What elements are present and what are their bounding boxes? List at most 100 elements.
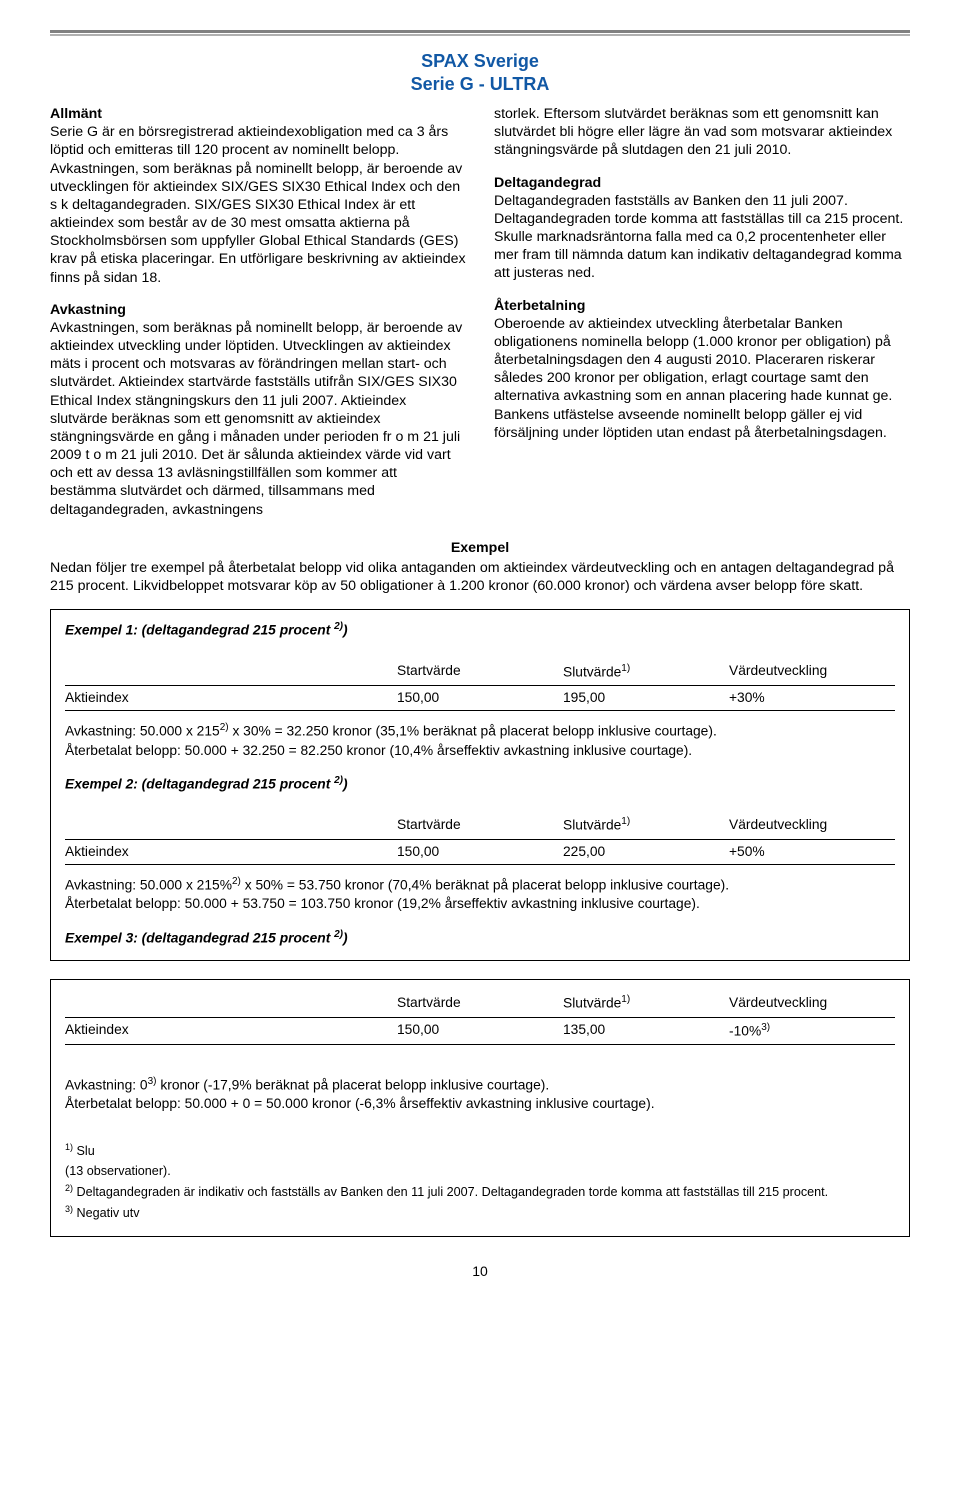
table-row: Aktieindex 150,00 195,00 +30% <box>65 685 895 711</box>
heading-aterbetalning: Återbetalning <box>494 298 585 314</box>
ex1-calc1sup: 2) <box>220 722 229 733</box>
section-avkastning: Avkastning Avkastningen, som beräknas på… <box>50 301 466 519</box>
example-2-title: Exempel 2: (deltagandegrad 215 procent 2… <box>65 774 895 794</box>
th-slut: Slutvärde1) <box>563 990 729 1017</box>
left-column: Allmänt Serie G är en börsregistrerad ak… <box>50 105 466 533</box>
heading-avkastning: Avkastning <box>50 302 126 318</box>
table-header-row: Startvärde Slutvärde1) Värdeutveckling <box>65 990 895 1017</box>
heading-allmant: Allmänt <box>50 106 102 122</box>
right-column: storlek. Eftersom slutvärdet beräknas so… <box>494 105 910 533</box>
th-blank <box>65 990 397 1017</box>
example-2-calc: Avkastning: 50.000 x 215%2) x 50% = 53.7… <box>65 875 895 914</box>
ex1-title-sup: 2) <box>334 621 343 632</box>
th-slut: Slutvärde1) <box>563 812 729 839</box>
td-slut: 225,00 <box>563 839 729 865</box>
para-avkastning: Avkastningen, som beräknas på nominellt … <box>50 320 462 518</box>
table-header-row: Startvärde Slutvärde1) Värdeutveckling <box>65 812 895 839</box>
title-line-2: Serie G - ULTRA <box>50 73 910 96</box>
th-varde: Värdeutveckling <box>729 990 895 1017</box>
footnote-1: 1) Slu (13 observationer). <box>65 1140 895 1181</box>
footnote-2: 2) Deltagandegraden är indikativ och fas… <box>65 1181 895 1202</box>
th-slut-sup: 1) <box>621 994 630 1005</box>
th-blank <box>65 812 397 839</box>
table-row: Aktieindex 150,00 225,00 +50% <box>65 839 895 865</box>
ex1-calc1a: Avkastning: 50.000 x 215 <box>65 724 220 739</box>
ex3-calc1a: Avkastning: 0 <box>65 1077 148 1092</box>
fn1b: (13 observationer). <box>65 1164 171 1178</box>
example-label: Exempel <box>50 539 910 557</box>
ex3-title-end: ) <box>343 931 348 946</box>
section-aterbetalning: Återbetalning Oberoende av aktieindex ut… <box>494 297 910 442</box>
td-varde: +50% <box>729 839 895 865</box>
example-1-title: Exempel 1: (deltagandegrad 215 procent 2… <box>65 620 895 640</box>
td-slut: 135,00 <box>563 1017 729 1044</box>
example-box-1: Exempel 1: (deltagandegrad 215 procent 2… <box>50 609 910 961</box>
example-3-title: Exempel 3: (deltagandegrad 215 procent 2… <box>65 928 895 948</box>
table-row: Aktieindex 150,00 135,00 -10%3) <box>65 1017 895 1044</box>
ex3-title-text: Exempel 3: (deltagandegrad 215 procent <box>65 931 334 946</box>
para-allmant: Serie G är en börsregistrerad aktieindex… <box>50 124 466 285</box>
ex2-title-sup: 2) <box>334 775 343 786</box>
ex2-calc1b: x 50% = 53.750 kronor (70,4% beräknat på… <box>241 878 729 893</box>
title-line-1: SPAX Sverige <box>50 50 910 73</box>
page-number: 10 <box>50 1263 910 1279</box>
ex3-calc2: Återbetalat belopp: 50.000 + 0 = 50.000 … <box>65 1096 655 1111</box>
section-deltagandegrad: Deltagandegrad Deltagandegraden faststäl… <box>494 174 910 283</box>
para-storlek: storlek. Eftersom slutvärdet beräknas so… <box>494 105 910 160</box>
th-start: Startvärde <box>397 990 563 1017</box>
example-3-table: Startvärde Slutvärde1) Värdeutveckling A… <box>65 990 895 1044</box>
example-intro-text: Nedan följer tre exempel på återbetalat … <box>50 560 894 594</box>
ex2-title-end: ) <box>343 777 348 792</box>
ex2-title-text: Exempel 2: (deltagandegrad 215 procent <box>65 777 334 792</box>
title-block: SPAX Sverige Serie G - ULTRA <box>50 50 910 95</box>
fn1a: Slu <box>73 1144 95 1158</box>
td-label: Aktieindex <box>65 839 397 865</box>
th-slut-text: Slutvärde <box>563 818 621 833</box>
th-slut: Slutvärde1) <box>563 659 729 686</box>
td-varde: +30% <box>729 685 895 711</box>
example-box-3: Startvärde Slutvärde1) Värdeutveckling A… <box>50 979 910 1236</box>
heading-deltagandegrad: Deltagandegrad <box>494 175 601 191</box>
th-slut-text: Slutvärde <box>563 996 621 1011</box>
example-intro: Exempel Nedan följer tre exempel på åter… <box>50 539 910 596</box>
fn3-text: Negativ utv <box>73 1207 140 1221</box>
example-2-table: Startvärde Slutvärde1) Värdeutveckling A… <box>65 812 895 865</box>
example-1-table: Startvärde Slutvärde1) Värdeutveckling A… <box>65 659 895 712</box>
ex1-title-text: Exempel 1: (deltagandegrad 215 procent <box>65 623 334 638</box>
ex3-calc1sup: 3) <box>148 1076 157 1087</box>
ex3-varde: -10% <box>729 1023 761 1038</box>
para-deltagandegrad: Deltagandegraden fastställs av Banken de… <box>494 193 903 282</box>
th-slut-text: Slutvärde <box>563 664 621 679</box>
td-varde: -10%3) <box>729 1017 895 1044</box>
para-aterbetalning: Oberoende av aktieindex utveckling återb… <box>494 316 892 441</box>
th-varde: Värdeutveckling <box>729 812 895 839</box>
th-varde: Värdeutveckling <box>729 659 895 686</box>
td-start: 150,00 <box>397 685 563 711</box>
fn2-text: Deltagandegraden är indikativ och fastst… <box>73 1185 828 1199</box>
fn1-sup: 1) <box>65 1142 73 1152</box>
ex2-calc1a: Avkastning: 50.000 x 215% <box>65 878 232 893</box>
th-slut-sup: 1) <box>621 816 630 827</box>
footnote-3: 3) Negativ utv <box>65 1202 895 1223</box>
ex3-calc1b: kronor (-17,9% beräknat på placerat belo… <box>157 1077 550 1092</box>
td-slut: 195,00 <box>563 685 729 711</box>
document-page: SPAX Sverige Serie G - ULTRA Allmänt Ser… <box>0 0 960 1299</box>
fn2-sup: 2) <box>65 1183 73 1193</box>
th-start: Startvärde <box>397 659 563 686</box>
two-column-body: Allmänt Serie G är en börsregistrerad ak… <box>50 105 910 533</box>
example-boxes: Exempel 1: (deltagandegrad 215 procent 2… <box>50 609 910 1236</box>
td-label: Aktieindex <box>65 1017 397 1044</box>
fn3-sup: 3) <box>65 1204 73 1214</box>
section-allmant: Allmänt Serie G är en börsregistrerad ak… <box>50 105 466 287</box>
ex1-calc1b: x 30% = 32.250 kronor (35,1% beräknat på… <box>229 724 717 739</box>
example-3-calc: Avkastning: 03) kronor (-17,9% beräknat … <box>65 1075 895 1114</box>
ex3-varde-sup: 3) <box>761 1022 770 1033</box>
td-start: 150,00 <box>397 1017 563 1044</box>
td-start: 150,00 <box>397 839 563 865</box>
table-header-row: Startvärde Slutvärde1) Värdeutveckling <box>65 659 895 686</box>
footnotes: 1) Slu (13 observationer). 2) Deltagandeg… <box>65 1140 895 1224</box>
th-start: Startvärde <box>397 812 563 839</box>
ex1-title-end: ) <box>343 623 348 638</box>
ex2-calc1sup: 2) <box>232 876 241 887</box>
th-slut-sup: 1) <box>621 663 630 674</box>
